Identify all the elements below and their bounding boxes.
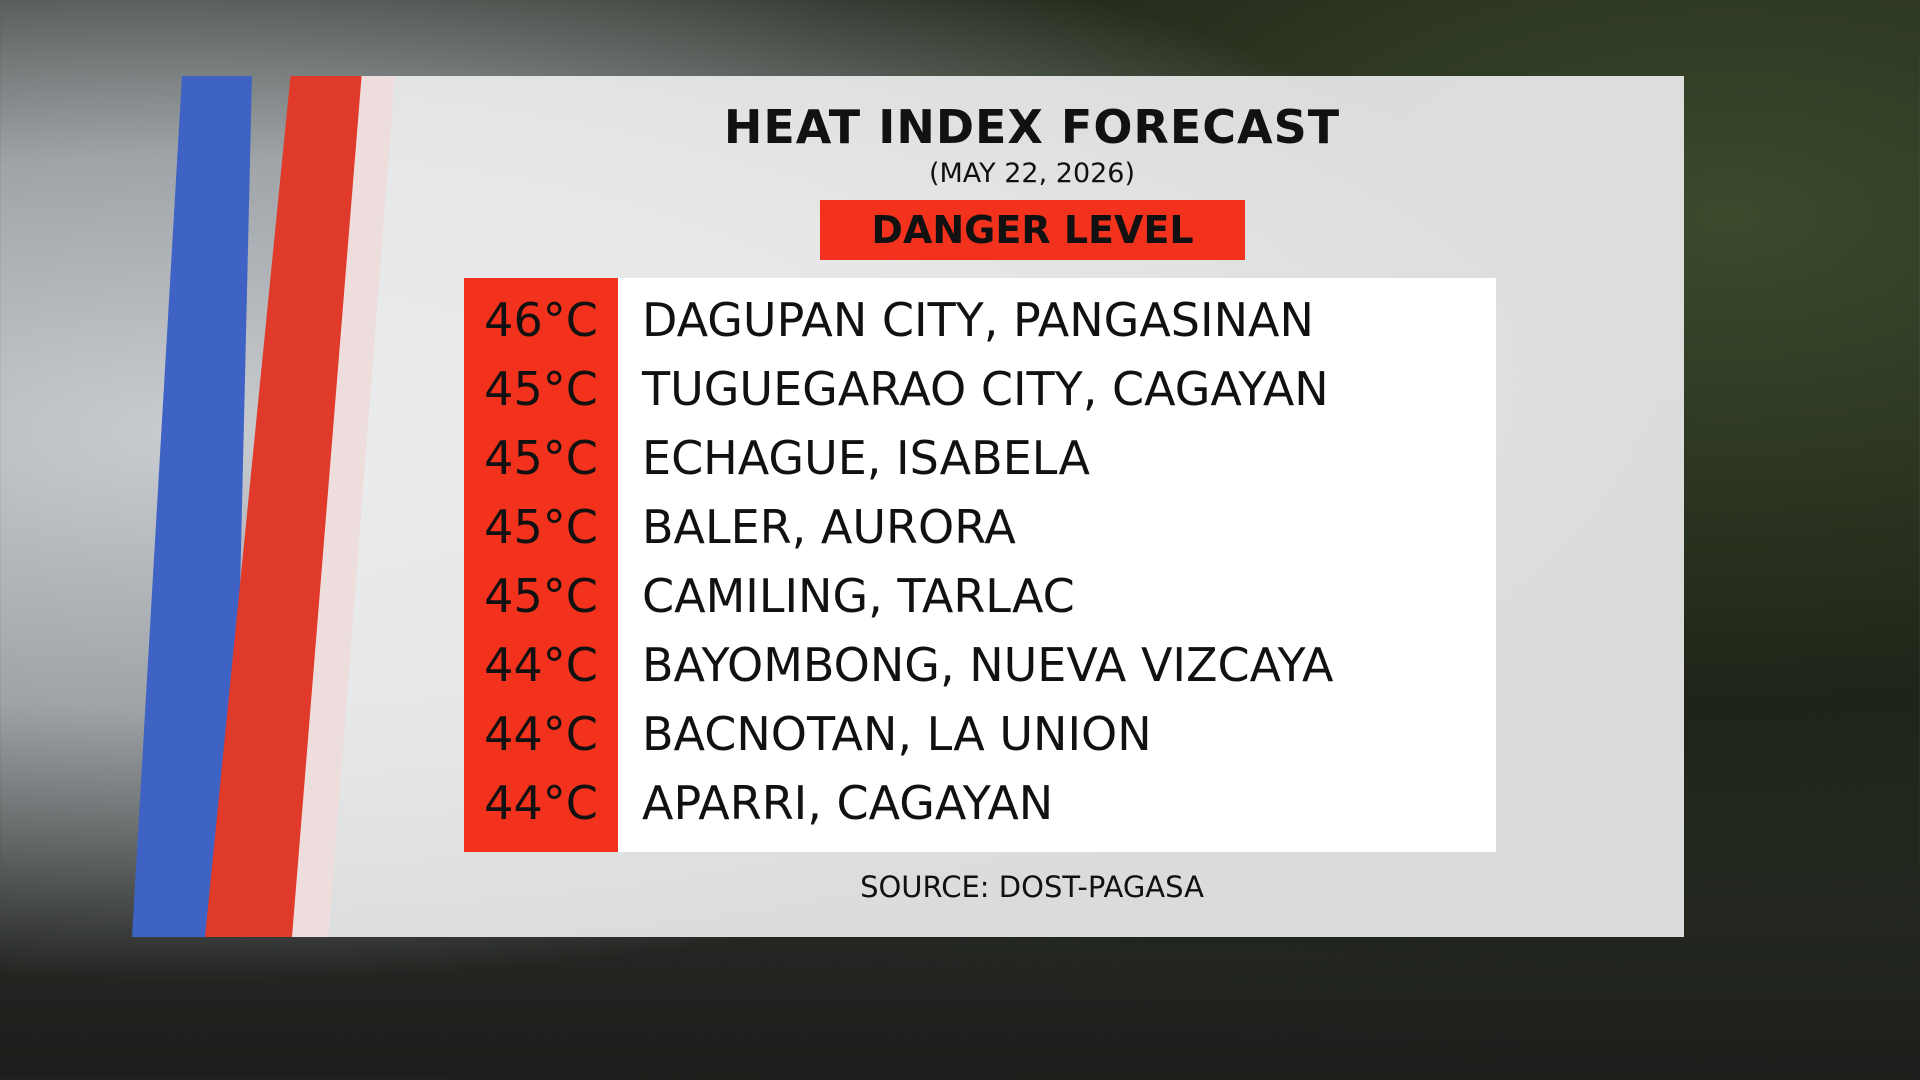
table-row: 44°C BAYOMBONG, NUEVA VIZCAYA bbox=[464, 631, 1496, 700]
location: CAMILING, TARLAC bbox=[642, 569, 1075, 623]
temperature: 44°C bbox=[484, 638, 598, 692]
temperature: 45°C bbox=[484, 362, 598, 416]
location: APARRI, CAGAYAN bbox=[642, 776, 1054, 830]
temp-column bbox=[464, 278, 618, 852]
table-row: 44°C APARRI, CAGAYAN bbox=[464, 769, 1496, 838]
location: BALER, AURORA bbox=[642, 500, 1016, 554]
table: 46°C DAGUPAN CITY, PANGASINAN 45°C TUGUEGAR… bbox=[464, 278, 1496, 852]
temperature: 46°C bbox=[484, 293, 598, 347]
table-row: 45°C CAMILING, TARLAC bbox=[464, 562, 1496, 631]
location: DAGUPAN CITY, PANGASINAN bbox=[642, 293, 1314, 347]
table-row: 45°C TUGUEGARAO CITY, CAGAYAN bbox=[464, 355, 1496, 424]
table-row: 44°C BACNOTAN, LA UNION bbox=[464, 700, 1496, 769]
date: (MAY 22, 2026) bbox=[928, 158, 1136, 189]
table-row: 45°C BALER, AURORA bbox=[464, 493, 1496, 562]
location: TUGUEGARAO CITY, CAGAYAN bbox=[642, 362, 1329, 416]
temperature: 44°C bbox=[484, 707, 598, 761]
temperature: 45°C bbox=[484, 500, 598, 554]
title: HEAT INDEX FORECAST bbox=[723, 100, 1341, 154]
temperature: 44°C bbox=[484, 776, 598, 830]
temperature: 45°C bbox=[484, 569, 598, 623]
temperature: 45°C bbox=[484, 431, 598, 485]
location: BACNOTAN, LA UNION bbox=[642, 707, 1152, 761]
source: SOURCE: DOST-PAGASA bbox=[860, 870, 1204, 904]
location: ECHAGUE, ISABELA bbox=[642, 431, 1090, 485]
location: BAYOMBONG, NUEVA VIZCAYA bbox=[642, 638, 1334, 692]
table-row: 45°C ECHAGUE, ISABELA bbox=[464, 424, 1496, 493]
table-row: 46°C DAGUPAN CITY, PANGASINAN bbox=[464, 286, 1496, 355]
danger-level: DANGER LEVEL bbox=[820, 200, 1245, 260]
